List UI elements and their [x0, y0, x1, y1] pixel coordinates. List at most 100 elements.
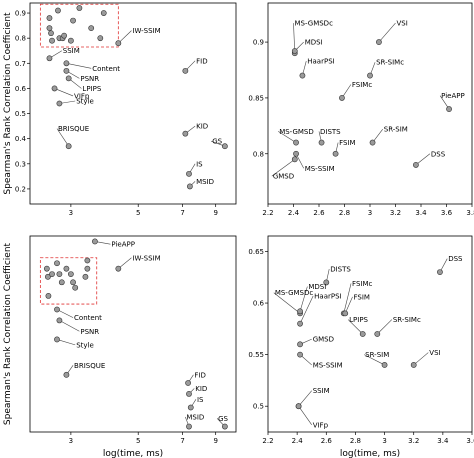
point-label: GMSD	[313, 336, 334, 344]
x-tick-label: 5	[136, 209, 140, 217]
data-point	[187, 404, 194, 411]
point-label: MS-SSIM	[305, 165, 335, 173]
data-point	[43, 265, 50, 272]
y-axis-label: Spearman's Rank Correlation Coefficient	[3, 12, 13, 195]
data-point	[72, 284, 79, 291]
data-point	[295, 403, 302, 410]
point-label: GMSD	[273, 173, 294, 181]
y-tick-label: 0.3	[15, 160, 26, 168]
leader-line	[273, 292, 301, 314]
data-point	[339, 95, 345, 101]
point-label: FSIM	[354, 293, 370, 301]
leader-line	[343, 283, 352, 314]
data-point	[70, 279, 76, 286]
data-point	[58, 279, 65, 286]
point-label: MDSI	[308, 283, 326, 291]
data-point	[82, 273, 89, 280]
y-tick-label: 0.85	[248, 94, 264, 102]
data-point	[446, 106, 452, 112]
leader-line	[66, 63, 92, 69]
x-tick-label: 9	[213, 437, 217, 445]
point-label: MS-GMSDc	[275, 289, 314, 297]
data-point	[46, 25, 53, 32]
point-label: MSID	[186, 414, 204, 422]
point-label: KID	[195, 385, 207, 393]
data-point	[410, 362, 417, 368]
point-label: LPIPS	[82, 85, 101, 93]
point-label: HaarPSI	[314, 292, 341, 300]
point-label: DSS	[448, 255, 463, 263]
data-point	[291, 156, 298, 163]
leader-line	[299, 286, 308, 312]
data-point	[342, 310, 349, 317]
data-point	[297, 308, 303, 315]
data-point	[182, 67, 189, 74]
point-label: MS-GMSDc	[295, 20, 334, 28]
y-tick-label: 0.4	[15, 135, 27, 143]
data-point	[185, 380, 191, 386]
data-point	[100, 10, 107, 16]
y-tick-label: 0.2	[15, 185, 26, 193]
data-point	[65, 75, 72, 82]
x-tick-label: 2.2	[262, 437, 273, 445]
data-point	[367, 72, 373, 79]
x-tick-label: 7	[180, 209, 184, 217]
point-label: MDSI	[305, 39, 323, 47]
data-point	[297, 341, 303, 348]
y-tick-label: 0.65	[248, 248, 264, 256]
leader-line	[118, 30, 132, 44]
x-tick-label: 3.6	[441, 209, 453, 217]
leader-line	[271, 159, 295, 177]
data-point	[46, 15, 53, 21]
point-label: FSIMc	[352, 81, 372, 89]
point-label: MS-GMSD	[279, 128, 314, 136]
leader-line	[377, 319, 393, 335]
y-tick-label: 0.5	[253, 403, 264, 411]
point-label: VIFp	[313, 421, 329, 429]
x-tick-label: 9	[213, 209, 217, 217]
data-point	[374, 331, 381, 337]
data-point	[54, 336, 60, 343]
y-tick-label: 0.9	[15, 10, 26, 18]
point-label: DISTS	[320, 128, 341, 136]
plot-frame	[267, 2, 473, 205]
plot-frame	[29, 235, 237, 433]
data-point	[221, 143, 228, 150]
data-point	[381, 362, 388, 368]
data-point	[318, 139, 325, 146]
x-tick-label: 3.4	[437, 437, 449, 445]
data-point	[297, 351, 303, 358]
data-point	[297, 320, 303, 327]
x-tick-label: 7	[180, 437, 184, 445]
data-point	[84, 265, 91, 272]
x-tick-label: 3	[382, 437, 386, 445]
y-tick-label: 0.8	[253, 150, 264, 158]
point-label: FID	[194, 371, 205, 379]
x-tick-label: 3	[69, 209, 73, 217]
x-axis-label: log(time, ms)	[103, 449, 163, 458]
point-label: DSS	[431, 150, 446, 158]
data-point	[46, 55, 53, 62]
leader-line	[299, 295, 314, 324]
data-point	[92, 238, 98, 245]
data-point	[182, 130, 189, 137]
data-point	[56, 317, 63, 324]
y-tick-label: 0.9	[253, 39, 264, 47]
x-tick-label: 2.8	[350, 437, 361, 445]
point-label: FSIM	[339, 139, 355, 147]
data-point	[332, 150, 339, 157]
point-label: GS	[212, 138, 222, 146]
highlight-box	[39, 257, 98, 305]
x-tick-label: 3	[368, 209, 372, 217]
data-point	[299, 72, 306, 79]
data-point	[48, 30, 54, 37]
x-axis-label: log(time, ms)	[340, 449, 400, 458]
data-point	[54, 306, 60, 313]
point-label: GS	[218, 415, 228, 423]
x-tick-label: 3.2	[390, 209, 401, 217]
y-tick-label: 0.8	[15, 35, 26, 43]
chart-panel-bottom-right: 2.2 2.4 2.6 2.8 3 3.2 3.4 3.6 0.5 0.55 0.6 0.65 log(…	[248, 235, 474, 458]
point-label: FSIMc	[352, 280, 372, 288]
point-label: SR-SIM	[365, 351, 389, 359]
